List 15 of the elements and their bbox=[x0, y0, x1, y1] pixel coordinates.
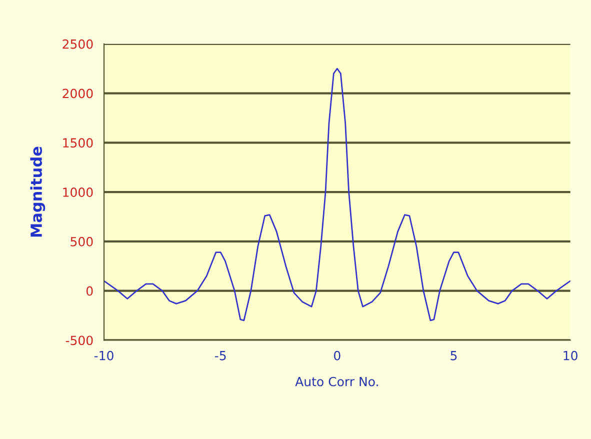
line-series bbox=[104, 68, 570, 322]
x-tick-label: 0 bbox=[334, 350, 340, 360]
y-tick-label: 2500 bbox=[62, 39, 93, 49]
x-tick-label: 5 bbox=[450, 351, 457, 360]
y-tick-label: 1500 bbox=[63, 138, 93, 148]
y-tick-label: 500 bbox=[70, 236, 93, 246]
y-tick-label: 1000 bbox=[63, 188, 93, 197]
y-axis-title: Magnitude bbox=[30, 146, 46, 237]
x-axis-title: Auto Corr No. bbox=[295, 376, 378, 386]
y-tick-label: 0 bbox=[86, 286, 93, 296]
y-tick-label: -500 bbox=[66, 336, 93, 346]
y-tick-label: 2000 bbox=[62, 88, 93, 98]
x-tick-label: -5 bbox=[214, 351, 226, 360]
x-tick-label: 10 bbox=[564, 350, 578, 360]
x-tick-label: -10 bbox=[94, 350, 114, 360]
